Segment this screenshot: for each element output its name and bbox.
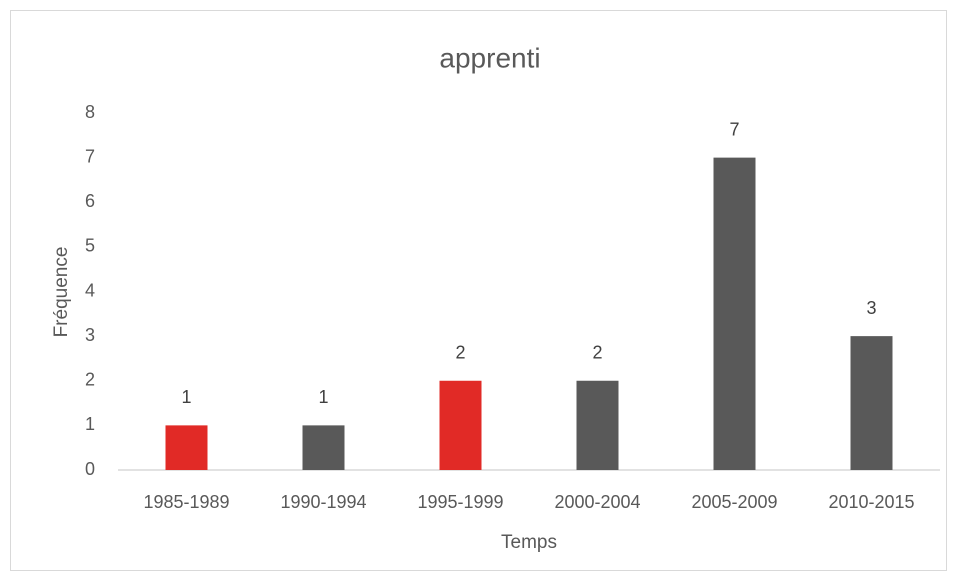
bar	[713, 157, 756, 470]
y-tick-label: 8	[85, 102, 95, 122]
y-tick-label: 0	[85, 459, 95, 479]
x-tick-label: 1995-1999	[417, 492, 503, 512]
x-tick-label: 2005-2009	[691, 492, 777, 512]
data-label: 2	[455, 343, 465, 363]
y-tick-label: 6	[85, 191, 95, 211]
bar	[576, 380, 619, 470]
y-tick-label: 2	[85, 370, 95, 390]
chart-title: apprenti	[439, 42, 540, 73]
chart-border	[10, 10, 947, 571]
x-tick-label: 1985-1989	[143, 492, 229, 512]
x-axis-label: Temps	[501, 532, 557, 553]
y-tick-label: 5	[85, 236, 95, 256]
data-label: 1	[318, 387, 328, 407]
y-axis-label: Fréquence	[51, 247, 72, 338]
bar	[165, 425, 208, 470]
y-tick-label: 1	[85, 414, 95, 434]
data-label: 7	[729, 119, 739, 139]
data-label: 2	[592, 343, 602, 363]
x-tick-label: 1990-1994	[280, 492, 366, 512]
x-tick-label: 2010-2015	[828, 492, 914, 512]
bar	[850, 336, 893, 470]
bar	[439, 380, 482, 470]
y-tick-label: 3	[85, 325, 95, 345]
data-label: 1	[181, 387, 191, 407]
x-tick-label: 2000-2004	[554, 492, 640, 512]
data-label: 3	[866, 298, 876, 318]
y-tick-label: 4	[85, 280, 95, 300]
bar	[302, 425, 345, 470]
y-tick-label: 7	[85, 146, 95, 166]
